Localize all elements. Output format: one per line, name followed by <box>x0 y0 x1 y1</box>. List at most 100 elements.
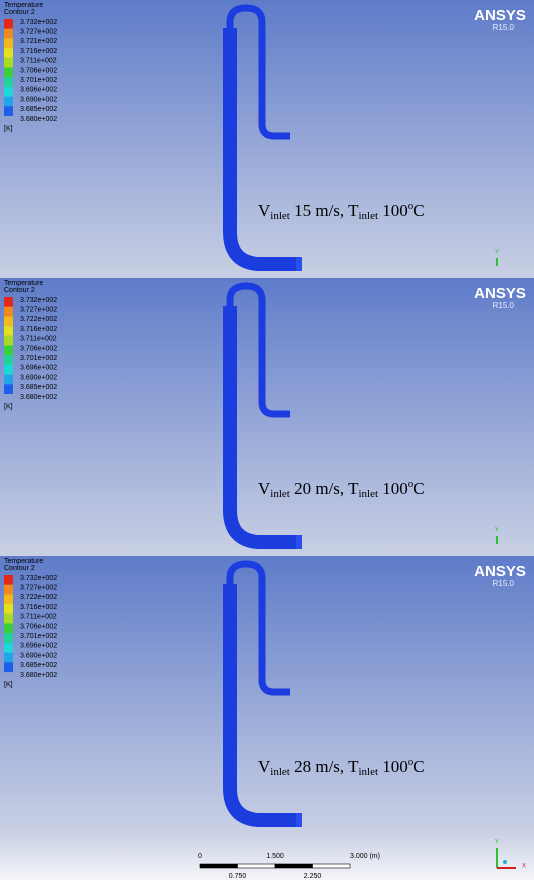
scale-label: 0 <box>198 853 202 860</box>
logo: ANSYS <box>474 563 526 580</box>
caption-part: inlet <box>358 766 378 778</box>
legend-level: 3.690e+002 <box>20 374 57 381</box>
legend-swatch <box>4 594 13 604</box>
legend-level: 3.680e+002 <box>20 116 57 123</box>
legend-level: 3.685e+002 <box>20 106 57 113</box>
legend-level: 3.732e+002 <box>20 575 57 582</box>
background <box>0 556 534 880</box>
background <box>0 0 534 278</box>
caption-part: 100 <box>378 201 408 220</box>
legend-title: Temperature <box>4 2 43 9</box>
legend-level: 3.721e+002 <box>20 38 57 45</box>
axis-x-label: X <box>522 864 526 870</box>
legend-swatch <box>4 662 13 672</box>
legend-title: Temperature <box>4 558 43 565</box>
pipe-outlet <box>296 535 302 549</box>
legend-swatch <box>4 633 13 643</box>
legend-level: 3.685e+002 <box>20 384 57 391</box>
scale-label: 0.750 <box>229 873 247 880</box>
version: R15.0 <box>493 301 515 310</box>
caption-part: 100 <box>378 479 408 498</box>
legend-level: 3.732e+002 <box>20 297 57 304</box>
scale-segment <box>200 864 238 868</box>
caption-part: 28 m/s, T <box>290 757 359 776</box>
scale-segment <box>238 864 276 868</box>
axis-y-label: Y <box>495 528 499 534</box>
caption-part: 20 m/s, T <box>290 479 359 498</box>
legend-swatch <box>4 297 13 307</box>
legend-swatch <box>4 48 13 58</box>
legend-swatch <box>4 97 13 107</box>
legend-level: 3.711e+002 <box>20 58 57 65</box>
legend-subtitle: Contour 2 <box>4 9 35 16</box>
caption-part: inlet <box>358 488 378 500</box>
axis-y-label: Y <box>495 250 499 256</box>
legend-swatch <box>4 77 13 87</box>
legend-level: 3.701e+002 <box>20 77 57 84</box>
legend-swatch <box>4 604 13 614</box>
legend-level: 3.716e+002 <box>20 604 57 611</box>
legend-level: 3.701e+002 <box>20 355 57 362</box>
legend-swatch <box>4 653 13 663</box>
legend-level: 3.722e+002 <box>20 316 57 323</box>
legend-swatch <box>4 316 13 326</box>
caption-part: V <box>258 757 271 776</box>
scale-segment <box>313 864 351 868</box>
legend-level: 3.716e+002 <box>20 48 57 55</box>
legend-swatch <box>4 58 13 68</box>
caption-part: 15 m/s, T <box>290 201 359 220</box>
legend-level: 3.680e+002 <box>20 394 57 401</box>
caption-part: C <box>413 757 424 776</box>
legend-title: Temperature <box>4 280 43 287</box>
legend-level: 3.696e+002 <box>20 643 57 650</box>
legend-level: 3.727e+002 <box>20 307 57 314</box>
legend-level: 3.701e+002 <box>20 633 57 640</box>
legend-swatch <box>4 643 13 653</box>
legend-swatch <box>4 585 13 595</box>
legend-swatch <box>4 19 13 29</box>
legend-swatch <box>4 575 13 585</box>
axis-z <box>503 860 507 864</box>
legend-level: 3.722e+002 <box>20 594 57 601</box>
legend-level: 3.696e+002 <box>20 365 57 372</box>
legend-swatch <box>4 614 13 624</box>
legend-swatch <box>4 375 13 385</box>
legend-swatch <box>4 355 13 365</box>
scale-label: 1.500 <box>266 853 284 860</box>
caption-part: C <box>413 201 424 220</box>
background <box>0 278 534 556</box>
legend-swatch <box>4 346 13 356</box>
caption-part: C <box>413 479 424 498</box>
legend-swatch <box>4 106 13 116</box>
scale-label: 2.250 <box>304 873 322 880</box>
caption-part: V <box>258 479 271 498</box>
logo: ANSYS <box>474 285 526 302</box>
scale-label: 3.000 (m) <box>350 853 380 860</box>
legend-subtitle: Contour 2 <box>4 565 35 572</box>
legend-unit: [K] <box>4 404 13 411</box>
caption-part: inlet <box>270 210 290 222</box>
legend-level: 3.690e+002 <box>20 652 57 659</box>
legend-level: 3.727e+002 <box>20 29 57 36</box>
legend-swatch <box>4 87 13 97</box>
legend-unit: [K] <box>4 682 13 689</box>
legend-swatch <box>4 384 13 394</box>
caption-part: inlet <box>270 488 290 500</box>
version: R15.0 <box>493 23 515 32</box>
legend-swatch <box>4 29 13 39</box>
legend-level: 3.716e+002 <box>20 326 57 333</box>
legend-level: 3.706e+002 <box>20 67 57 74</box>
caption-part: inlet <box>358 210 378 222</box>
legend-swatch <box>4 624 13 634</box>
legend-level: 3.711e+002 <box>20 614 57 621</box>
logo: ANSYS <box>474 7 526 24</box>
legend-subtitle: Contour 2 <box>4 287 35 294</box>
legend-level: 3.706e+002 <box>20 345 57 352</box>
scale-segment <box>275 864 313 868</box>
legend-level: 3.680e+002 <box>20 672 57 679</box>
legend-level: 3.711e+002 <box>20 336 57 343</box>
axis-y-label: Y <box>495 840 499 846</box>
